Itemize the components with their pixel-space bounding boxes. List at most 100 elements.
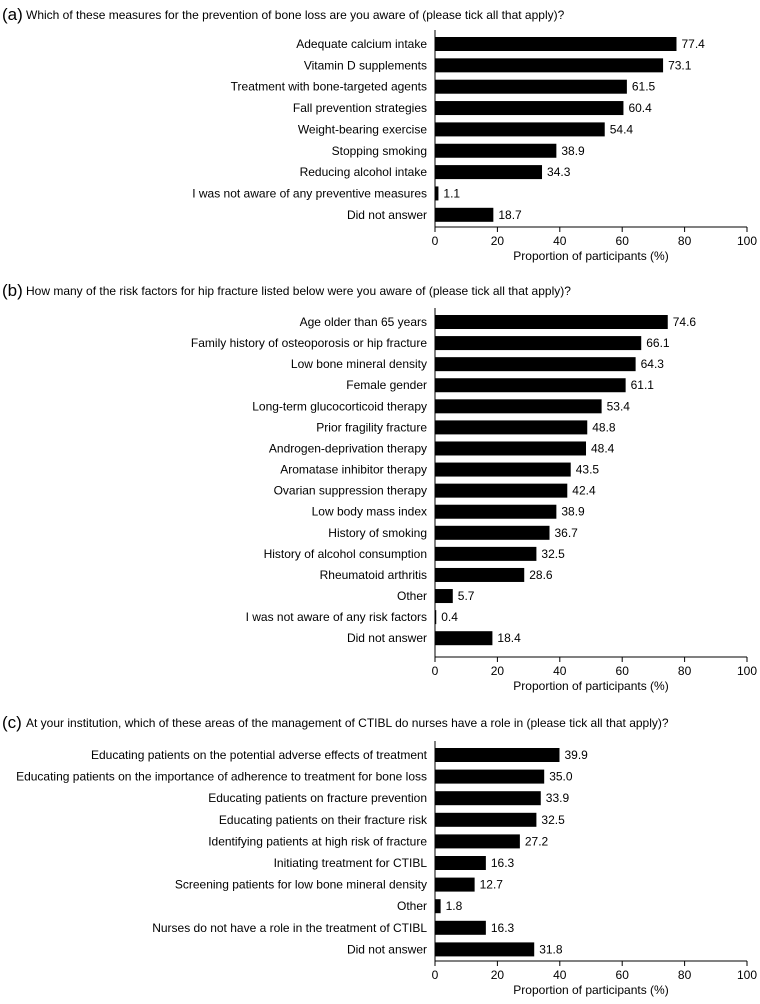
category-label: Treatment with bone-targeted agents — [231, 80, 427, 94]
bar — [435, 315, 668, 329]
bar — [435, 920, 486, 935]
bar — [435, 420, 588, 435]
bar — [435, 942, 535, 957]
value-label: 16.3 — [491, 856, 515, 870]
category-label: Other — [397, 589, 427, 603]
value-label: 66.1 — [646, 336, 670, 350]
x-tick-label: 40 — [553, 968, 567, 982]
bar — [435, 186, 439, 201]
category-label: Did not answer — [347, 631, 427, 645]
value-label: 74.6 — [673, 315, 697, 329]
bar — [435, 143, 557, 158]
value-label: 53.4 — [607, 399, 631, 413]
x-tick-label: 20 — [491, 234, 505, 248]
value-label: 18.4 — [497, 631, 521, 645]
panel-label: (b) — [2, 281, 23, 300]
value-label: 43.5 — [576, 463, 600, 477]
value-label: 61.1 — [631, 378, 655, 392]
value-label: 0.4 — [441, 610, 458, 624]
x-tick-label: 0 — [432, 968, 439, 982]
category-label: Low body mass index — [312, 505, 427, 519]
bar — [435, 812, 537, 827]
category-label: Vitamin D supplements — [304, 58, 427, 72]
category-label: Rheumatoid arthritis — [320, 568, 427, 582]
x-tick-label: 60 — [616, 968, 630, 982]
category-label: Did not answer — [347, 208, 427, 222]
bar — [435, 462, 571, 477]
value-label: 77.4 — [681, 37, 705, 51]
value-label: 1.1 — [443, 186, 460, 200]
bar — [435, 165, 543, 180]
value-label: 64.3 — [641, 357, 665, 371]
category-label: Did not answer — [347, 942, 427, 956]
category-label: Reducing alcohol intake — [300, 165, 428, 179]
value-label: 48.4 — [591, 441, 615, 455]
value-label: 32.5 — [541, 813, 565, 827]
category-label: Nurses do not have a role in the treatme… — [152, 921, 427, 935]
x-axis-title: Proportion of participants (%) — [513, 679, 668, 693]
bar — [435, 567, 525, 582]
bar — [435, 336, 642, 351]
category-label: Low bone mineral density — [291, 357, 427, 371]
value-label: 33.9 — [546, 791, 570, 805]
x-tick-label: 80 — [678, 664, 692, 678]
bar — [435, 37, 677, 51]
value-label: 18.7 — [498, 208, 522, 222]
bar — [435, 378, 626, 393]
value-label: 5.7 — [458, 589, 475, 603]
category-label: I was not aware of any preventive measur… — [192, 186, 427, 200]
category-label: Initiating treatment for CTIBL — [274, 856, 428, 870]
value-label: 27.2 — [525, 834, 549, 848]
category-label: Educating patients on fracture preventio… — [208, 791, 427, 805]
bar — [435, 79, 627, 94]
category-label: Family history of osteoporosis or hip fr… — [191, 336, 427, 350]
x-tick-label: 20 — [491, 664, 505, 678]
x-tick-label: 40 — [553, 664, 567, 678]
value-label: 38.9 — [561, 505, 585, 519]
category-label: Female gender — [346, 378, 427, 392]
bar — [435, 483, 568, 498]
value-label: 36.7 — [555, 526, 579, 540]
value-label: 42.4 — [572, 484, 596, 498]
bar — [435, 748, 560, 762]
category-label: Screening patients for low bone mineral … — [175, 878, 427, 892]
category-label: Stopping smoking — [332, 144, 427, 158]
value-label: 54.4 — [610, 122, 634, 136]
x-tick-label: 0 — [432, 234, 439, 248]
x-axis-title: Proportion of participants (%) — [513, 249, 668, 263]
bar — [435, 399, 602, 414]
x-tick-label: 100 — [737, 664, 757, 678]
category-label: Age older than 65 years — [300, 315, 427, 329]
value-label: 12.7 — [480, 878, 504, 892]
bar — [435, 877, 475, 892]
category-label: I was not aware of any risk factors — [246, 610, 427, 624]
bar — [435, 856, 486, 870]
category-label: Identifying patients at high risk of fra… — [208, 834, 427, 848]
bar — [435, 207, 494, 222]
value-label: 35.0 — [549, 770, 573, 784]
bar — [435, 899, 441, 914]
x-axis-title: Proportion of participants (%) — [513, 983, 668, 997]
x-tick-label: 80 — [678, 968, 692, 982]
category-label: History of smoking — [328, 526, 427, 540]
bar — [435, 546, 537, 561]
category-label: History of alcohol consumption — [264, 547, 427, 561]
bar — [435, 122, 605, 137]
category-label: Fall prevention strategies — [293, 101, 427, 115]
category-label: Educating patients on the potential adve… — [91, 748, 428, 762]
bar — [435, 769, 545, 784]
bar — [435, 631, 493, 646]
value-label: 39.9 — [564, 748, 588, 762]
category-label: Weight-bearing exercise — [298, 122, 428, 136]
value-label: 38.9 — [561, 144, 585, 158]
category-label: Adequate calcium intake — [296, 37, 427, 51]
bar — [435, 610, 437, 625]
panel-question: At your institution, which of these area… — [26, 716, 669, 730]
x-tick-label: 100 — [737, 968, 757, 982]
panel-question: Which of these measures for the preventi… — [26, 8, 565, 22]
x-tick-label: 100 — [737, 234, 757, 248]
bar — [435, 791, 541, 806]
value-label: 34.3 — [547, 165, 571, 179]
category-label: Other — [397, 899, 427, 913]
bar — [435, 589, 453, 604]
